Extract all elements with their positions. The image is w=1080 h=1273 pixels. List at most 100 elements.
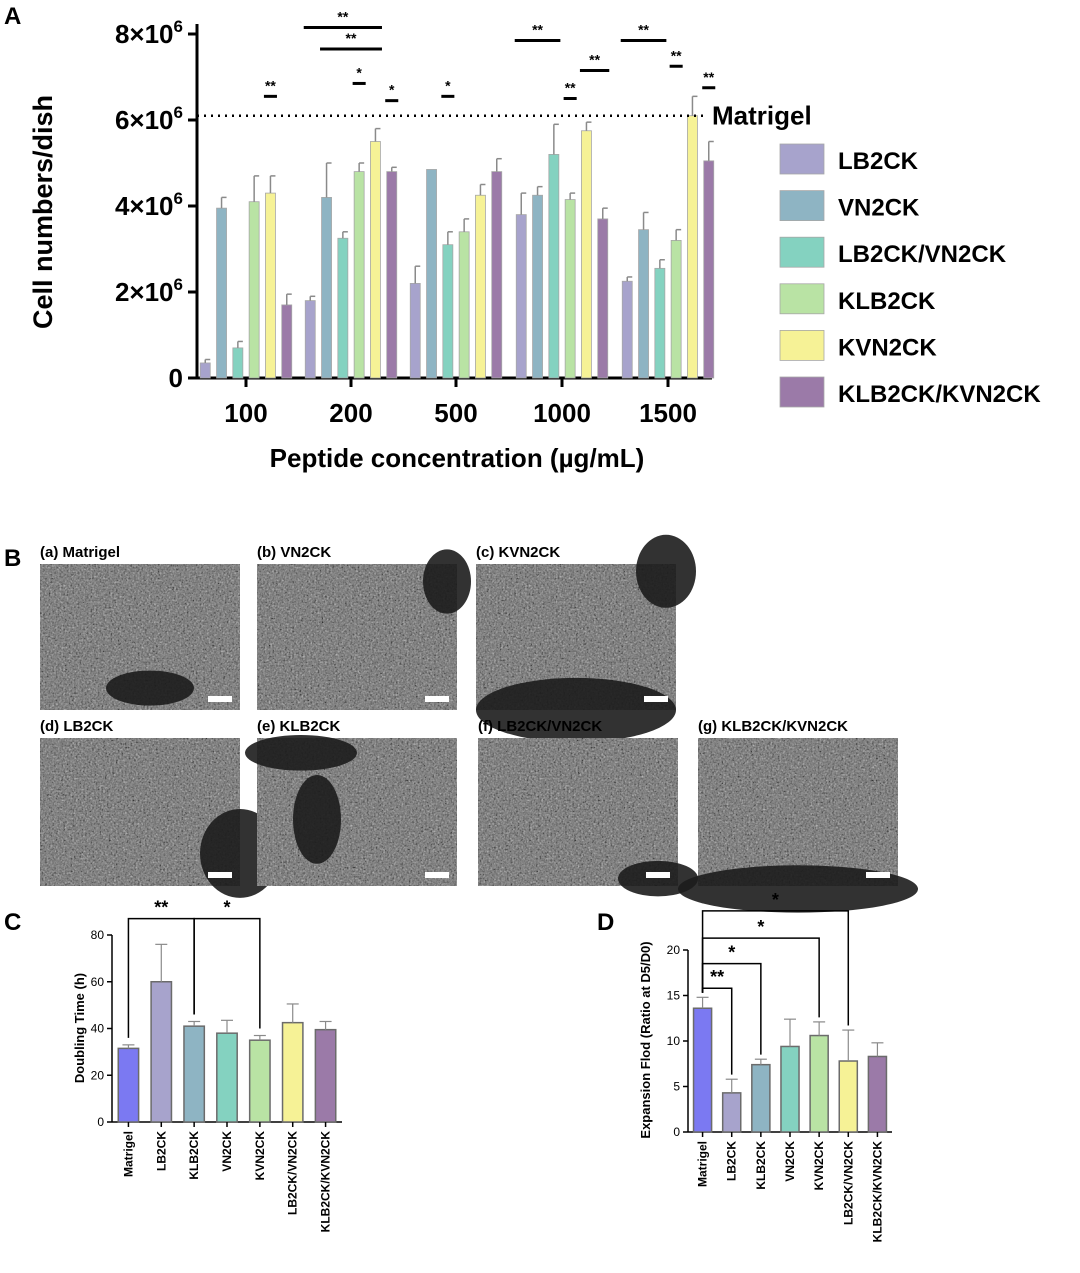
- micrograph-void-region: [423, 549, 471, 614]
- chartC-bar: [281, 1021, 304, 1123]
- micrograph-void-region: [476, 677, 676, 743]
- chart-a-bar: [353, 171, 365, 379]
- micrograph-label-3: (d) LB2CK: [40, 718, 113, 735]
- chart-a-sig-label: **: [671, 47, 682, 63]
- chartD-bar: [751, 1063, 771, 1133]
- chart-a-sig-label: **: [346, 30, 357, 46]
- chartD-xtick-label: Matrigel: [696, 1141, 710, 1187]
- chartD-bar: [838, 1060, 859, 1133]
- chart-a-ytick-label-1: 2×106: [115, 275, 183, 307]
- chart-a-bar: [248, 201, 260, 379]
- chartC-xtick-label: KLB2CK/KVN2CK: [319, 1131, 333, 1233]
- chartD-ytick-label: 5: [673, 1080, 680, 1094]
- micrograph-label-0: (a) Matrigel: [40, 544, 120, 561]
- legend-label-lb2ck-vn2ck: LB2CK/VN2CK: [838, 241, 1007, 268]
- chart-a-bar: [216, 207, 227, 379]
- chartC-ytick-label: 60: [91, 975, 105, 989]
- micrograph-label-4: (e) KLB2CK: [257, 718, 341, 735]
- chartD-xtick-label: KLB2CK: [754, 1141, 768, 1190]
- legend-label-lb2ck: LB2CK: [838, 148, 919, 175]
- chart-a-sig-label: **: [532, 21, 543, 37]
- chartD-sig-bracket: [701, 910, 850, 1026]
- micrograph-void-region: [293, 775, 341, 864]
- chartC-xtick-label: VN2CK: [220, 1131, 234, 1172]
- chart-a-sig-label: **: [638, 21, 649, 37]
- chartD-xtick-label: LB2CK: [725, 1141, 739, 1181]
- chart-a-bar: [581, 130, 592, 379]
- chart-a-bar: [409, 282, 421, 379]
- chartC-sig-label: **: [154, 898, 168, 918]
- scale-bar: [208, 696, 232, 702]
- chartD-sig-label: **: [710, 967, 724, 987]
- legend-label-klb2ck-kvn2ck: KLB2CK/KVN2CK: [838, 381, 1041, 408]
- chartD-bar: [867, 1055, 888, 1133]
- chart-a-bar: [515, 214, 527, 379]
- chart-a-sig-label: *: [356, 64, 362, 80]
- chartC-ytick-label: 0: [97, 1115, 104, 1129]
- chart-a-sig-label: **: [265, 77, 276, 93]
- chart-a-sig-label: **: [565, 80, 576, 96]
- chart-a-sig-label: **: [703, 69, 714, 85]
- chartD-ytick-label: 10: [667, 1034, 681, 1048]
- chart-a-bar: [703, 160, 715, 379]
- micrograph-void-region: [618, 860, 698, 897]
- chart-a-bar: [670, 239, 682, 379]
- chart-a-bar: [458, 231, 470, 379]
- chart-a-bar: [442, 244, 454, 379]
- chart-c: Doubling Time (h) 0 20 40 60 80 Matrigel LB2CK…: [72, 898, 342, 1233]
- chartC-bar: [216, 1032, 238, 1123]
- micrograph-void-region: [636, 534, 696, 608]
- chartD-bar: [809, 1034, 829, 1133]
- chartC-sig-bracket: [193, 917, 261, 1029]
- chartC-sig-label: *: [223, 898, 230, 918]
- chart-a-bar: [654, 267, 666, 379]
- chartC-ytick-label: 40: [91, 1022, 105, 1036]
- chart-a-bar: [475, 194, 486, 379]
- chartD-ytick-label: 0: [673, 1125, 680, 1139]
- legend-swatch-kvn2ck: [779, 329, 825, 361]
- chartD-bar: [721, 1092, 742, 1133]
- legend-label-kvn2ck: KVN2CK: [838, 334, 937, 361]
- chart-a-bar: [199, 362, 211, 379]
- chart-a-bar: [621, 280, 633, 379]
- chart-a-bar: [532, 194, 543, 379]
- chartD-bar: [780, 1045, 800, 1133]
- chartD-xtick-label: LB2CK/VN2CK: [841, 1141, 855, 1225]
- chart-d: Expansion Flod (Ratio at D5/D0) 0 5 10 15 20…: [638, 890, 892, 1242]
- chartD-sig-label: *: [757, 917, 764, 937]
- scale-bar: [425, 696, 449, 702]
- chartC-bar: [150, 981, 173, 1123]
- micrograph-void-region: [106, 670, 194, 706]
- chart-a-bar: [638, 229, 649, 379]
- micrograph-void-region: [245, 735, 357, 771]
- micrograph-label-1: (b) VN2CK: [257, 544, 331, 561]
- chart-a-bar: [265, 192, 276, 379]
- chartD-xtick-label: KVN2CK: [812, 1141, 826, 1191]
- legend-swatch-lb2ck: [779, 143, 825, 175]
- chart-a-sig-label: **: [337, 9, 348, 25]
- chartD-sig-label: *: [728, 943, 735, 963]
- chart-a-matrigel-label: Matrigel: [712, 101, 812, 131]
- chart-a-bar: [321, 196, 332, 379]
- chartC-bar: [314, 1028, 337, 1123]
- chart-a-sig-label: **: [589, 52, 600, 68]
- micrograph-label-5: (f) LB2CK/VN2CK: [478, 718, 602, 735]
- chartC-bar: [248, 1039, 271, 1123]
- chartC-xtick-label: Matrigel: [121, 1131, 135, 1177]
- chart-d-ylabel: Expansion Flod (Ratio at D5/D0): [638, 941, 653, 1138]
- panel-letter-c: C: [4, 909, 21, 936]
- chart-a-xtick-label-200: 200: [329, 398, 372, 428]
- panel-letter-a: A: [4, 3, 21, 30]
- chart-a-bar: [232, 347, 244, 379]
- legend-label-klb2ck: KLB2CK: [838, 288, 936, 315]
- scale-bar: [208, 872, 232, 878]
- chart-a-xtick-label-500: 500: [434, 398, 477, 428]
- chart-a-bar: [337, 237, 349, 379]
- chartD-ytick-label: 15: [667, 989, 681, 1003]
- chart-a-sig-label: *: [389, 82, 395, 98]
- legend-swatch-lb2ck-vn2ck: [779, 236, 825, 268]
- legend-label-vn2ck: VN2CK: [838, 195, 920, 222]
- micrograph-label-2: (c) KVN2CK: [476, 544, 560, 561]
- chart-a-bar: [597, 218, 609, 379]
- chart-c-ylabel: Doubling Time (h): [72, 973, 87, 1083]
